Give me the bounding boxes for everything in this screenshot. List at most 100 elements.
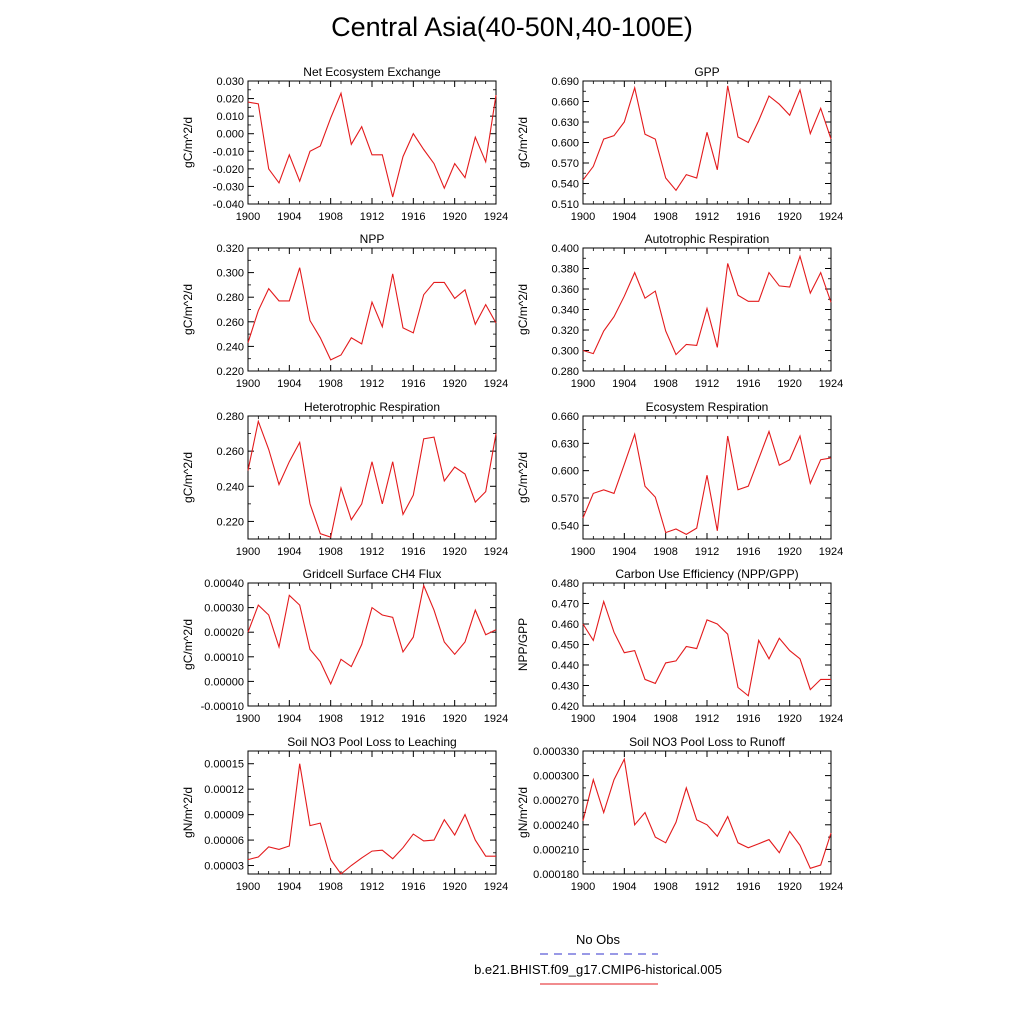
x-tick-label: 1920 — [777, 211, 801, 223]
x-tick-label: 1912 — [695, 546, 719, 558]
x-tick-label: 1920 — [442, 546, 466, 558]
y-tick-label: 0.460 — [551, 619, 579, 631]
y-tick-label: 0.00006 — [204, 835, 244, 847]
x-tick-label: 1920 — [777, 881, 801, 893]
x-tick-label: 1908 — [653, 881, 677, 893]
panel-8: Carbon Use Efficiency (NPP/GPP) NPP/GPP 19… — [516, 567, 843, 725]
y-tick-label: 0.470 — [551, 599, 579, 611]
y-tick-label: 0.000 — [216, 129, 244, 141]
panel-5: Heterotrophic Respiration gC/m^2/d 1900 190… — [181, 400, 508, 558]
x-tick-label: 1924 — [819, 881, 843, 893]
y-axis-label: gC/m^2/d — [516, 117, 530, 168]
x-tick-label: 1900 — [571, 378, 595, 390]
y-tick-label: 0.600 — [551, 466, 579, 478]
x-tick-label: 1904 — [612, 211, 636, 223]
y-tick-label: 0.630 — [551, 438, 579, 450]
x-tick-label: 1924 — [484, 378, 508, 390]
x-tick-label: 1912 — [695, 378, 719, 390]
x-tick-label: 1920 — [442, 713, 466, 725]
x-tick-label: 1924 — [484, 713, 508, 725]
x-tick-label: 1912 — [360, 211, 384, 223]
legend — [540, 953, 658, 985]
y-axis-label: gC/m^2/d — [181, 452, 195, 503]
x-tick-label: 1916 — [736, 211, 760, 223]
x-tick-label: 1908 — [653, 713, 677, 725]
x-tick-label: 1920 — [442, 881, 466, 893]
y-tick-label: -0.030 — [213, 181, 244, 193]
y-tick-label: 0.540 — [551, 520, 579, 532]
y-tick-label: 0.240 — [216, 481, 244, 493]
y-tick-label: 0.570 — [551, 493, 579, 505]
y-tick-label: 0.540 — [551, 179, 579, 191]
y-tick-label: 0.000300 — [533, 771, 579, 783]
y-tick-label: 0.630 — [551, 117, 579, 129]
y-tick-label: 0.260 — [216, 317, 244, 329]
x-tick-label: 1912 — [360, 881, 384, 893]
x-tick-label: 1924 — [819, 546, 843, 558]
x-tick-label: 1912 — [695, 881, 719, 893]
x-tick-label: 1916 — [401, 546, 425, 558]
x-tick-label: 1900 — [236, 378, 260, 390]
x-tick-label: 1908 — [318, 713, 342, 725]
y-tick-label: 0.280 — [216, 292, 244, 304]
series-line — [247, 583, 497, 686]
panel-title: Soil NO3 Pool Loss to Runoff — [629, 735, 786, 749]
x-tick-label: 1900 — [236, 713, 260, 725]
y-tick-label: 0.690 — [551, 76, 579, 88]
x-tick-label: 1916 — [736, 713, 760, 725]
x-tick-label: 1912 — [360, 378, 384, 390]
x-tick-label: 1904 — [277, 378, 301, 390]
panel-10: Soil NO3 Pool Loss to Runoff gN/m^2/d 1900… — [516, 735, 843, 893]
y-tick-label: 0.660 — [551, 97, 579, 109]
y-tick-label: 0.360 — [551, 284, 579, 296]
y-tick-label: 0.030 — [216, 76, 244, 88]
legend-label-obs: No Obs — [575, 932, 621, 947]
y-axis-label: gC/m^2/d — [516, 284, 530, 335]
legend-label-model: b.e21.BHIST.f09_g17.CMIP6-historical.005 — [474, 962, 722, 977]
y-axis-label: gC/m^2/d — [181, 284, 195, 335]
y-tick-label: 0.260 — [216, 446, 244, 458]
y-tick-label: 0.000330 — [533, 746, 579, 758]
x-tick-label: 1904 — [277, 211, 301, 223]
x-tick-label: 1908 — [318, 881, 342, 893]
y-axis-label: gC/m^2/d — [181, 619, 195, 670]
plot-frame — [247, 582, 497, 707]
series-line — [247, 419, 497, 538]
x-tick-label: 1920 — [777, 713, 801, 725]
panel-title: Carbon Use Efficiency (NPP/GPP) — [615, 567, 798, 581]
x-tick-label: 1908 — [653, 378, 677, 390]
series-line — [582, 599, 831, 697]
x-tick-label: 1908 — [318, 211, 342, 223]
plot-frame — [582, 80, 832, 205]
x-tick-label: 1916 — [401, 378, 425, 390]
y-axis-label: gC/m^2/d — [181, 117, 195, 168]
x-tick-label: 1904 — [612, 546, 636, 558]
x-tick-label: 1924 — [819, 211, 843, 223]
x-tick-label: 1900 — [571, 713, 595, 725]
plot-frame — [247, 750, 497, 875]
y-tick-label: 0.010 — [216, 111, 244, 123]
y-tick-label: 0.000270 — [533, 795, 579, 807]
plot-frame — [247, 415, 497, 540]
x-tick-label: 1908 — [318, 378, 342, 390]
y-tick-label: 0.220 — [216, 366, 244, 378]
series-line — [582, 429, 832, 536]
panel-7: Gridcell Surface CH4 Flux gC/m^2/d 1900 190… — [181, 567, 508, 725]
y-tick-label: 0.00020 — [204, 627, 244, 639]
plot-frame — [247, 247, 497, 372]
x-tick-label: 1900 — [236, 881, 260, 893]
series-line — [582, 85, 832, 192]
y-tick-label: 0.000180 — [533, 869, 579, 881]
y-tick-label: 0.320 — [551, 325, 579, 337]
y-tick-label: 0.300 — [216, 268, 244, 280]
x-tick-label: 1904 — [277, 713, 301, 725]
x-tick-label: 1908 — [318, 546, 342, 558]
panel-title: Gridcell Surface CH4 Flux — [303, 567, 442, 581]
y-tick-label: 0.430 — [551, 681, 579, 693]
y-tick-label: 0.00009 — [204, 810, 244, 822]
y-tick-label: 0.380 — [551, 264, 579, 276]
panel-title: NPP — [360, 232, 385, 246]
x-tick-label: 1916 — [736, 881, 760, 893]
panel-9: Soil NO3 Pool Loss to Leaching gN/m^2/d 19… — [181, 735, 508, 893]
x-tick-label: 1916 — [401, 211, 425, 223]
